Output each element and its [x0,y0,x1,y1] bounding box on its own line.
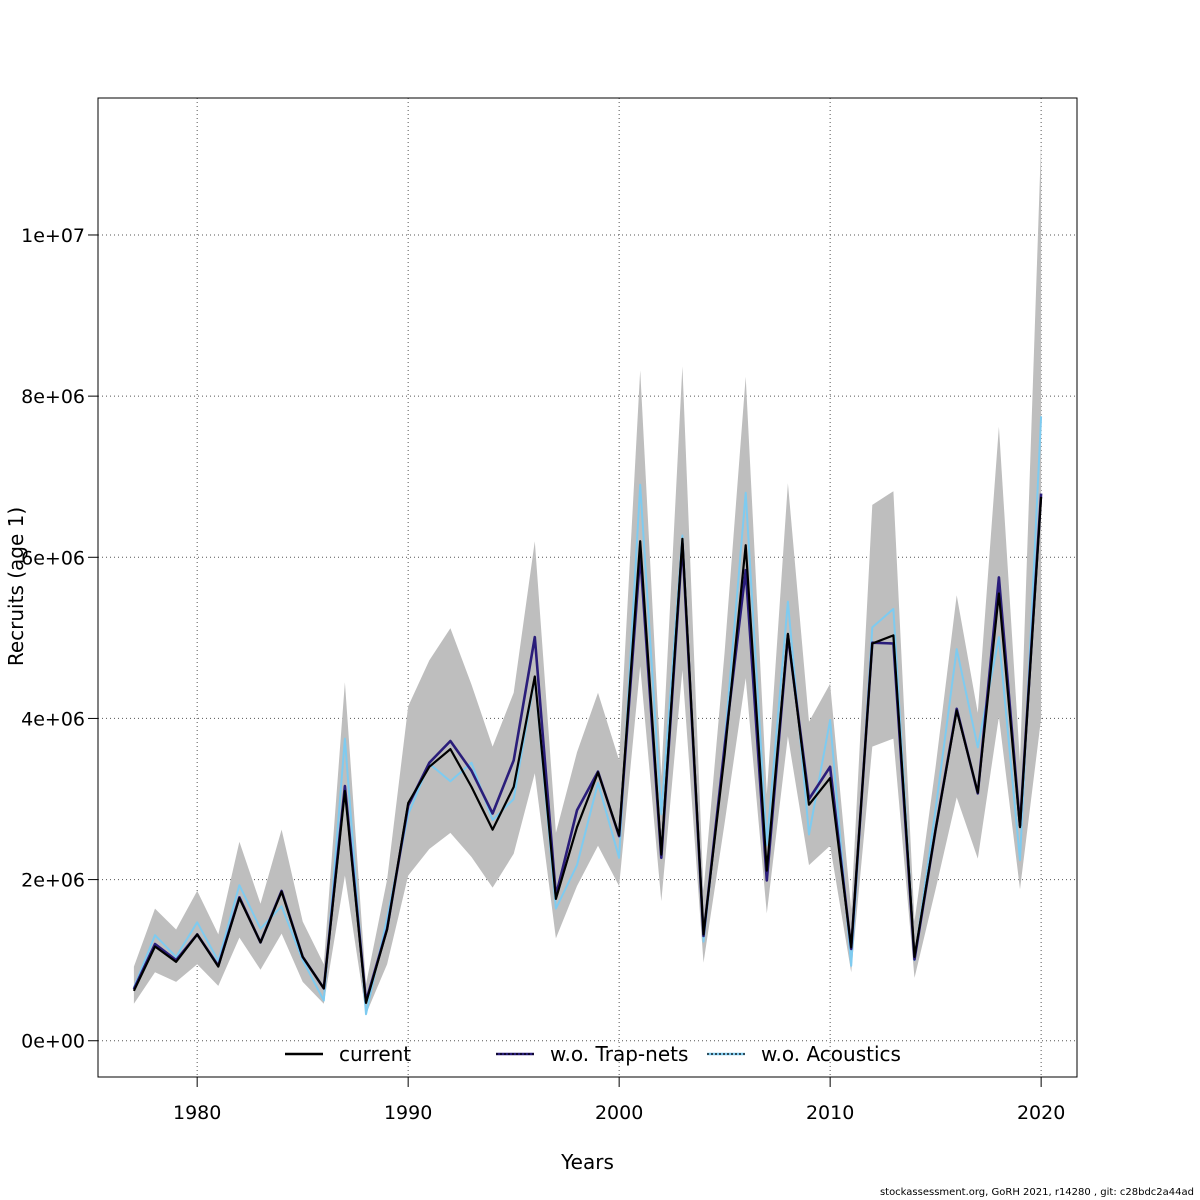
series-line-w-o-acoustics [132,416,1043,1016]
x-tick-label: 1980 [173,1102,221,1124]
x-tick-label: 1990 [384,1102,432,1124]
confidence-band [133,142,1042,1015]
y-tick-label: 1e+07 [21,225,85,247]
legend: current w.o. Trap-nets w.o. Acoustics [285,1042,901,1066]
y-axis: 0e+00 2e+06 4e+06 6e+06 8e+06 1e+07 [21,225,98,1053]
legend-label-w-o-acoustics: w.o. Acoustics [761,1042,901,1066]
y-tick-label: 4e+06 [21,708,85,730]
footer-credit: stockassessment.org, GoRH 2021, r14280 ,… [879,1187,1194,1198]
y-tick-label: 0e+00 [21,1031,85,1053]
series-layer [132,416,1043,1016]
legend-label-w-o-trap-nets: w.o. Trap-nets [550,1042,688,1066]
y-tick-label: 2e+06 [21,870,85,892]
x-tick-label: 2010 [806,1102,854,1124]
legend-label-current: current [339,1042,411,1066]
x-tick-label: 2020 [1017,1102,1065,1124]
y-tick-label: 8e+06 [21,386,85,408]
x-axis-title: Years [560,1150,614,1174]
x-axis: 1980 1990 2000 2010 2020 [173,1076,1065,1124]
series-line-current-overlay [133,496,1042,1004]
y-axis-title: Recruits (age 1) [4,507,28,666]
confidence-band-layer [133,142,1042,1015]
y-tick-label: 6e+06 [21,547,85,569]
x-tick-label: 2000 [595,1102,643,1124]
